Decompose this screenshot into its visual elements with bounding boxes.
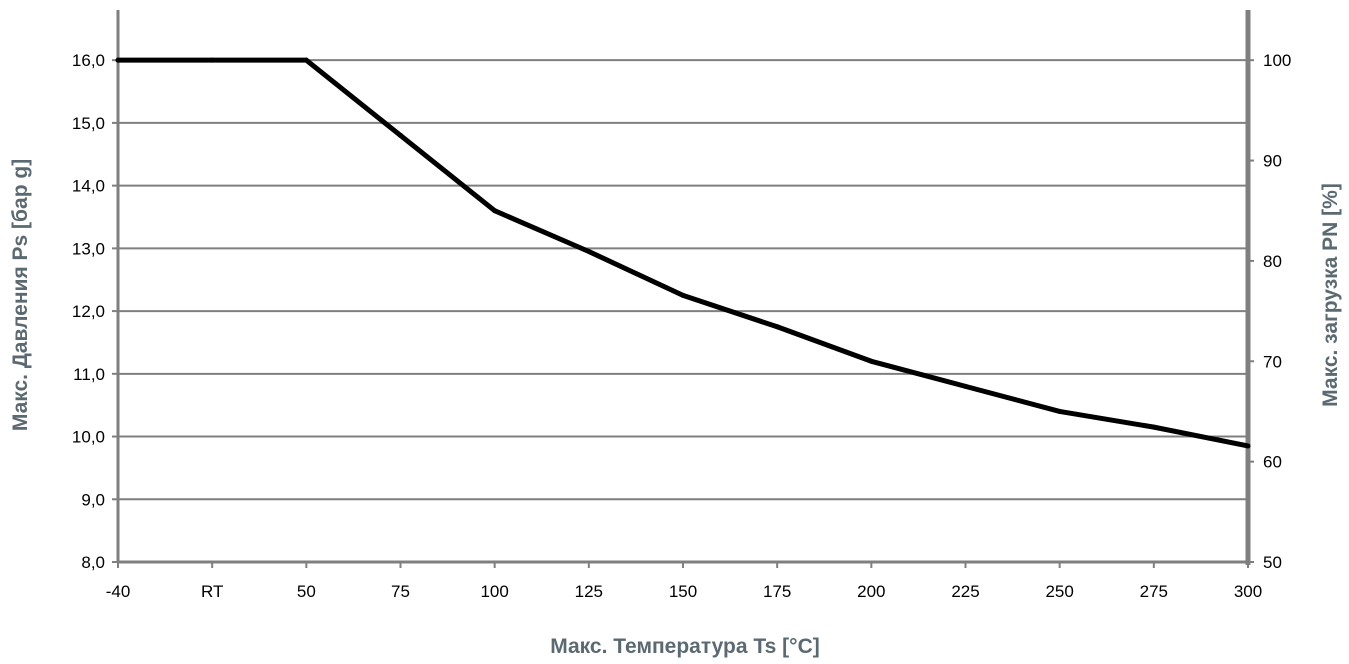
y2-tick-label: 80 <box>1263 252 1282 271</box>
data-point <box>304 58 309 63</box>
y-tick-label: 13,0 <box>72 239 105 258</box>
grid-lines <box>118 60 1248 499</box>
x-tick-label: 300 <box>1234 582 1262 601</box>
series-group <box>116 58 1251 449</box>
y-tick-label: 16,0 <box>72 51 105 70</box>
x-tick-label: 275 <box>1140 582 1168 601</box>
data-point <box>210 58 215 63</box>
y2-tick-label: 100 <box>1263 51 1291 70</box>
x-tick-label: 125 <box>575 582 603 601</box>
data-point <box>1057 409 1062 414</box>
x-tick-label: 50 <box>297 582 316 601</box>
y2-tick-label: 70 <box>1263 352 1282 371</box>
data-point <box>681 293 686 298</box>
data-point <box>963 384 968 389</box>
y2-axis-title: Макс. загрузка PN [%] <box>1319 183 1342 407</box>
x-tick-label: 175 <box>763 582 791 601</box>
data-point <box>492 208 497 213</box>
y2-tick-label: 50 <box>1263 553 1282 572</box>
x-axis-title: Макс. Температура Ts [°C] <box>550 635 819 658</box>
data-point <box>1246 443 1251 448</box>
y-tick-label: 11,0 <box>73 365 105 384</box>
x-tick-label: 75 <box>391 582 410 601</box>
x-tick-label: 100 <box>480 582 508 601</box>
y-tick-label: 14,0 <box>72 177 105 196</box>
y-tick-label: 10,0 <box>72 428 105 447</box>
data-point <box>116 58 121 63</box>
y-tick-label: 15,0 <box>72 114 105 133</box>
y-tick-label: 8,0 <box>81 553 105 572</box>
x-tick-label: 150 <box>669 582 697 601</box>
series-line <box>118 60 1248 446</box>
axes <box>112 10 1254 568</box>
tick-labels: 8,0 9,0 10,0 11,0 12,0 13,0 14,0 15,0 16,0 50 60 70… <box>72 51 1291 601</box>
x-tick-label: -40 <box>106 582 131 601</box>
data-point <box>398 133 403 138</box>
y2-tick-label: 60 <box>1263 453 1282 472</box>
y-axis-title: Макс. Давления Ps [бар g] <box>9 159 32 431</box>
y2-tick-label: 90 <box>1263 152 1282 171</box>
data-point <box>586 249 591 254</box>
data-point <box>775 324 780 329</box>
x-tick-label: 225 <box>951 582 979 601</box>
data-point <box>1151 425 1156 430</box>
data-point <box>869 359 874 364</box>
x-tick-label: 250 <box>1045 582 1073 601</box>
x-tick-label: 200 <box>857 582 885 601</box>
x-tick-label: RT <box>201 582 223 601</box>
y-tick-label: 9,0 <box>81 490 105 509</box>
y-tick-label: 12,0 <box>72 302 105 321</box>
